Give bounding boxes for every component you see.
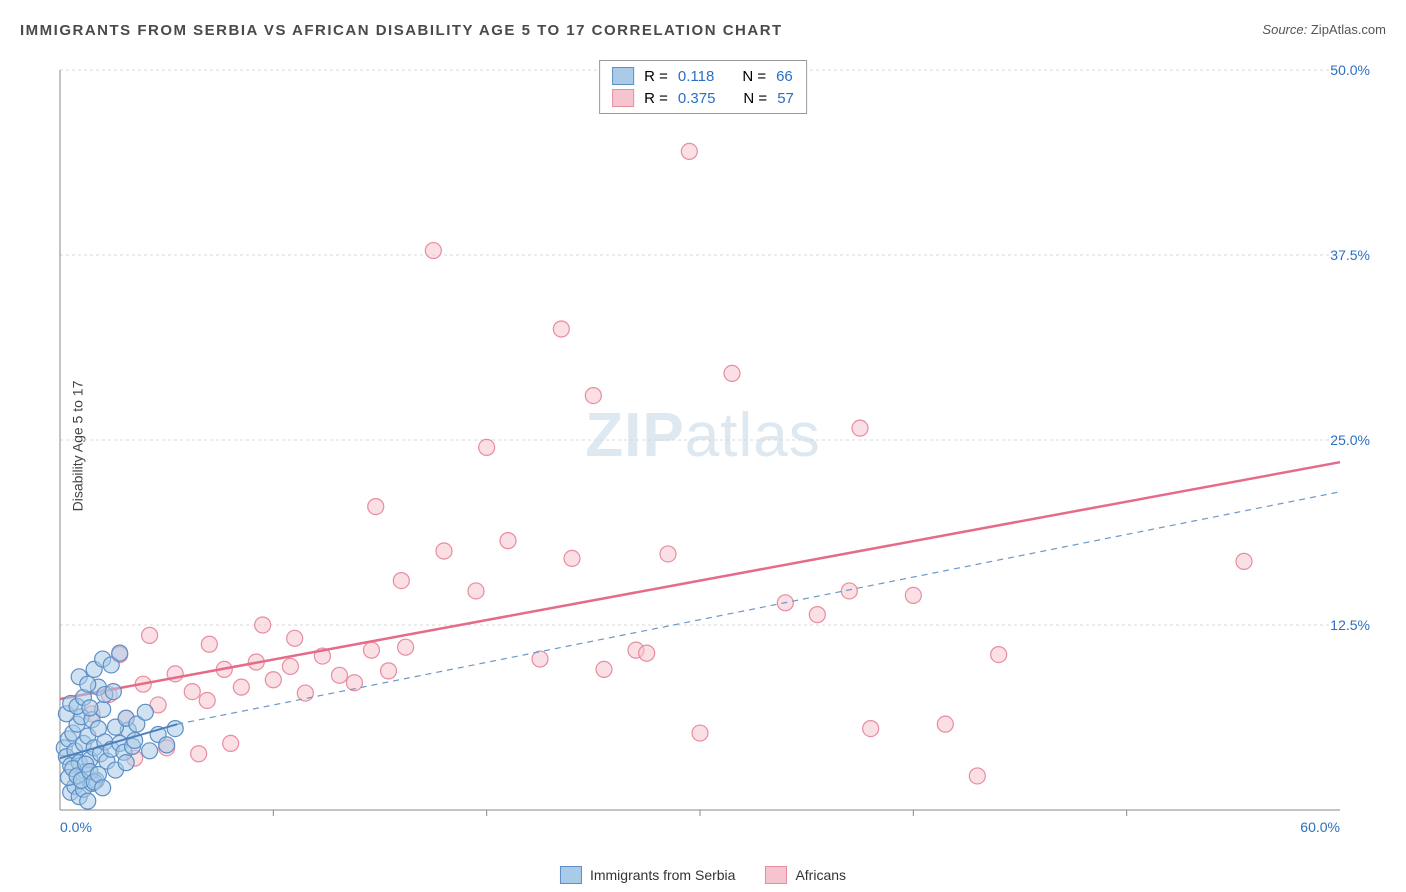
- swatch-blue: [560, 866, 582, 884]
- stats-legend: R = 0.118 N = 66 R = 0.375 N = 57: [599, 60, 807, 114]
- r-value: 0.118: [678, 68, 714, 85]
- svg-text:25.0%: 25.0%: [1330, 432, 1370, 448]
- r-value: 0.375: [678, 90, 716, 107]
- swatch-pink: [765, 866, 787, 884]
- svg-text:37.5%: 37.5%: [1330, 247, 1370, 263]
- svg-text:0.0%: 0.0%: [60, 819, 92, 835]
- legend-label: Immigrants from Serbia: [590, 867, 735, 883]
- stats-row: R = 0.375 N = 57: [612, 87, 794, 109]
- stats-row: R = 0.118 N = 66: [612, 65, 794, 87]
- n-label: N =: [742, 68, 766, 85]
- series-legend: Immigrants from Serbia Africans: [560, 866, 846, 884]
- n-label: N =: [743, 90, 767, 107]
- source-attribution: Source: ZipAtlas.com: [1262, 22, 1386, 37]
- swatch-pink: [612, 89, 634, 107]
- n-value: 57: [777, 90, 794, 107]
- chart-title: IMMIGRANTS FROM SERBIA VS AFRICAN DISABI…: [20, 22, 783, 39]
- r-label: R =: [644, 90, 668, 107]
- svg-text:60.0%: 60.0%: [1300, 819, 1340, 835]
- svg-text:50.0%: 50.0%: [1330, 62, 1370, 78]
- swatch-blue: [612, 67, 634, 85]
- legend-item: Africans: [765, 866, 846, 884]
- svg-text:12.5%: 12.5%: [1330, 617, 1370, 633]
- source-value: ZipAtlas.com: [1311, 22, 1386, 37]
- legend-label: Africans: [795, 867, 846, 883]
- chart-container: 12.5% 25.0% 37.5% 50.0% 0.0% 60.0%: [50, 60, 1376, 852]
- legend-item: Immigrants from Serbia: [560, 866, 735, 884]
- r-label: R =: [644, 68, 668, 85]
- scatter-chart: 12.5% 25.0% 37.5% 50.0% 0.0% 60.0%: [50, 60, 1376, 852]
- n-value: 66: [776, 68, 793, 85]
- source-label: Source:: [1262, 22, 1307, 37]
